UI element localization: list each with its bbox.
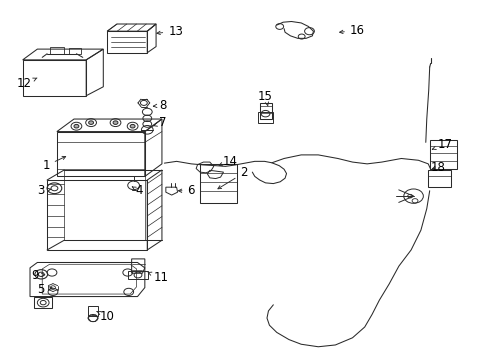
Text: 6: 6 [178,184,195,197]
Bar [428,170,451,187]
Text: 9: 9 [31,269,45,282]
Text: 4: 4 [132,184,143,197]
Text: 13: 13 [157,25,183,38]
Text: 12: 12 [17,77,37,90]
Circle shape [89,121,94,125]
Text: 16: 16 [340,24,365,37]
Text: 5: 5 [38,283,52,296]
Text: 18: 18 [431,161,445,174]
Circle shape [130,125,135,128]
Text: 1: 1 [43,156,66,172]
Bar [430,140,457,169]
Text: 3: 3 [37,184,51,197]
Text: 7: 7 [153,116,167,129]
Circle shape [113,121,118,125]
Text: 8: 8 [153,99,167,112]
Text: 2: 2 [218,166,248,189]
Text: 10: 10 [97,310,115,323]
Text: 17: 17 [432,138,453,150]
Circle shape [74,125,79,128]
Text: 14: 14 [219,155,238,168]
Text: 15: 15 [258,90,273,106]
Bar [200,164,237,203]
Text: 11: 11 [148,271,169,284]
